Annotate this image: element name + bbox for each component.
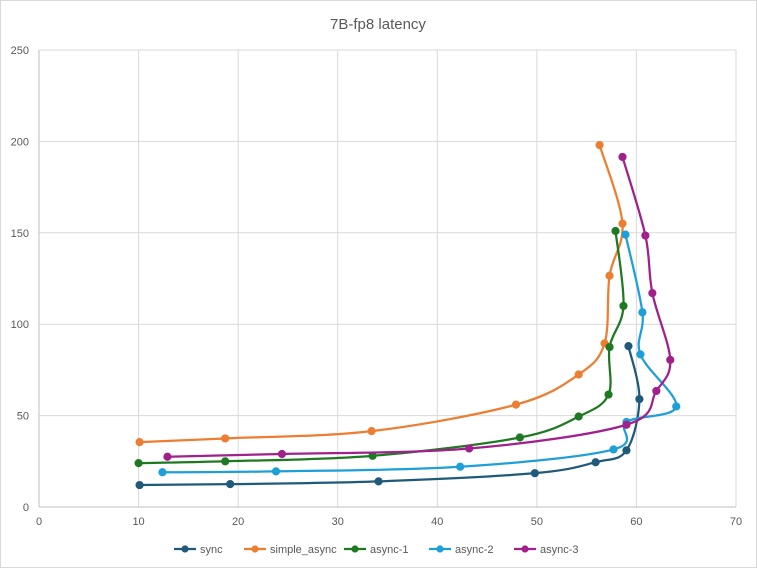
legend-item-async-1: async-1: [344, 544, 409, 556]
data-point-sync: [591, 458, 600, 467]
data-point-async-1: [134, 459, 143, 468]
axes: 0 50 100 150 200 250 0 10 20 30 40 50 60 70: [11, 45, 742, 528]
data-point-async-2: [456, 462, 465, 471]
series-line-async-1: [138, 230, 625, 465]
data-point-sync: [624, 342, 633, 351]
data-point-async-3: [465, 444, 474, 453]
data-point-async-1: [604, 390, 613, 399]
data-point-async-2: [636, 350, 645, 359]
data-point-simple_async: [135, 438, 144, 447]
data-point-simple_async: [221, 434, 230, 443]
legend-item-async-3: async-3: [514, 544, 579, 556]
data-point-async-3: [277, 449, 287, 459]
series-line-simple_async: [139, 144, 624, 444]
series-async-2: [158, 230, 681, 477]
data-point-simple_async: [511, 400, 521, 409]
legend-label: async-1: [370, 544, 409, 556]
data-point-simple_async: [367, 427, 376, 436]
y-tick-label: 100: [11, 319, 29, 331]
legend: sync simple_async async-1 async-2 async-3: [174, 544, 579, 556]
legend-swatch-marker: [521, 545, 529, 553]
data-point-simple_async: [574, 370, 583, 379]
data-point-async-3: [652, 386, 661, 396]
legend-label: async-3: [540, 544, 579, 556]
data-point-async-3: [163, 452, 172, 461]
legend-label: async-2: [455, 544, 494, 556]
data-point-simple_async: [605, 271, 614, 280]
x-tick-label: 10: [132, 516, 144, 528]
data-point-async-1: [515, 433, 525, 442]
data-point-async-1: [221, 457, 230, 466]
legend-label: simple_async: [270, 544, 337, 556]
legend-item-async-2: async-2: [429, 544, 494, 556]
legend-label: sync: [200, 544, 223, 556]
data-point-async-3: [666, 355, 675, 364]
data-point-async-2: [638, 308, 647, 317]
data-point-simple_async: [595, 140, 604, 150]
data-point-async-2: [672, 402, 681, 411]
y-tick-label: 250: [11, 45, 29, 57]
series-line-async-2: [162, 234, 678, 474]
legend-swatch-marker: [181, 545, 189, 553]
y-tick-label: 200: [11, 136, 29, 148]
legend-swatch-marker: [436, 545, 444, 553]
data-point-sync: [635, 395, 644, 404]
series-async-3: [163, 152, 675, 461]
x-tick-label: 60: [630, 516, 642, 528]
x-tick-label: 50: [531, 516, 543, 528]
data-point-sync: [374, 477, 383, 486]
data-point-async-2: [609, 445, 618, 454]
x-tick-label: 70: [730, 516, 742, 528]
series-async-1: [134, 226, 628, 468]
data-point-async-3: [618, 152, 627, 162]
y-tick-label: 0: [23, 502, 29, 514]
series-simple_async: [135, 140, 627, 447]
data-point-sync: [530, 469, 539, 478]
series-line-async-3: [167, 156, 672, 458]
data-point-async-3: [648, 289, 657, 298]
data-point-async-1: [619, 301, 628, 311]
data-point-async-2: [621, 230, 630, 239]
data-point-async-1: [611, 226, 620, 236]
x-tick-label: 20: [232, 516, 244, 528]
legend-item-simple_async: simple_async: [244, 544, 337, 556]
data-point-simple_async: [618, 219, 627, 228]
data-point-async-3: [641, 231, 650, 240]
data-point-sync: [135, 480, 144, 490]
data-point-async-2: [158, 468, 167, 477]
legend-swatch-marker: [251, 545, 259, 553]
data-point-async-2: [271, 467, 281, 476]
data-point-async-1: [574, 412, 583, 421]
series-layer: [134, 140, 681, 490]
x-tick-label: 30: [332, 516, 344, 528]
data-point-sync: [226, 480, 235, 489]
data-point-async-3: [622, 420, 631, 429]
legend-item-sync: sync: [174, 544, 223, 556]
data-point-sync: [622, 446, 631, 455]
data-point-async-1: [605, 342, 614, 352]
x-tick-label: 40: [431, 516, 443, 528]
y-tick-label: 50: [17, 411, 29, 423]
x-tick-label: 0: [36, 516, 42, 528]
legend-swatch-marker: [351, 545, 359, 553]
y-tick-label: 150: [11, 228, 29, 240]
chart-title: 7B-fp8 latency: [330, 16, 426, 33]
